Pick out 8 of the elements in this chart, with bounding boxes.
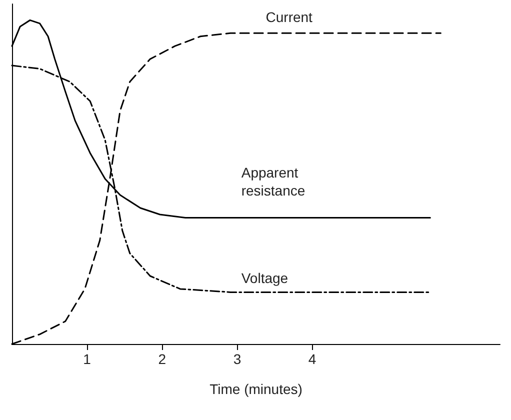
- x-tick-label: 1: [83, 351, 92, 367]
- x-tick-label: 3: [233, 351, 242, 367]
- series-label: Current: [266, 9, 313, 26]
- x-axis-title: Time (minutes): [210, 381, 302, 397]
- x-tick-label: 4: [308, 351, 316, 367]
- series-label: Voltage: [241, 270, 288, 286]
- x-tick-label: 2: [158, 351, 166, 367]
- series-label: Apparent resistance: [241, 164, 306, 199]
